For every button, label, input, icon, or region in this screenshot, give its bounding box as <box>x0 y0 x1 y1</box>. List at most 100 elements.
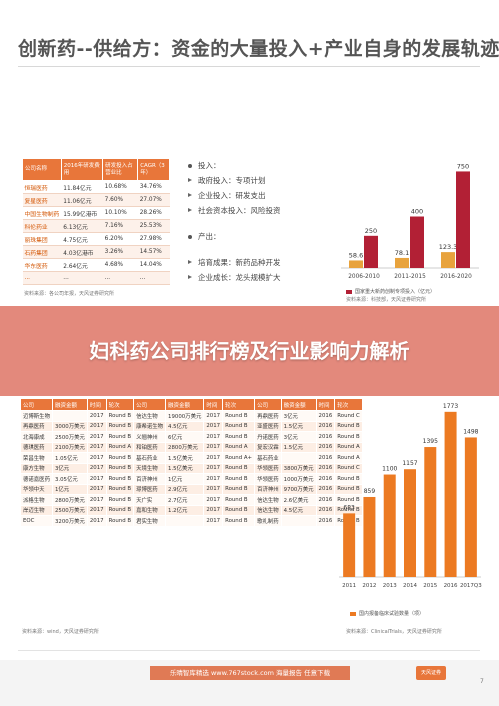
table-cell: Round B <box>105 431 135 443</box>
sub-bullet-item: 企业投入：研发支出 <box>186 188 326 203</box>
table-cell: 2017 <box>86 420 107 432</box>
table-cell: 北海康成 <box>20 431 53 443</box>
table1-source: 资料来源：各公司年报，天风证券研究所 <box>24 291 115 297</box>
table-cell: 2017 <box>203 431 224 443</box>
table-cell: 基石药业 <box>254 452 282 464</box>
table-header-cell: 时间 <box>315 398 336 411</box>
table-cell: 2.6亿美元 <box>280 494 317 506</box>
table-cell: 27.98% <box>137 232 170 246</box>
headline-banner: 妇科药公司排行榜及行业影响力解析 <box>0 306 499 396</box>
tick-label: 2011-2015 <box>394 274 426 280</box>
table-cell: 2017 <box>86 431 107 443</box>
bar <box>404 469 416 577</box>
table-cell: Round B <box>222 462 256 474</box>
table-cell: 3亿元 <box>51 462 88 474</box>
bar <box>456 171 470 268</box>
chart2-legend: 国内报备临床试验数量（项） <box>350 610 424 617</box>
table-cell: ... <box>22 271 62 285</box>
table-cell: Round B <box>105 462 135 474</box>
table-cell: Round B <box>105 515 135 527</box>
table-cell: 华领医药 <box>254 462 282 474</box>
table-cell: 2016 <box>315 452 336 464</box>
table-cell: Round B <box>105 504 135 516</box>
data-label: 1395 <box>423 438 438 445</box>
table-cell: 2017 <box>86 462 107 474</box>
table-cell: 科伦药业 <box>22 219 62 233</box>
data-label: 1157 <box>402 460 417 467</box>
sub-bullet-item: 企业成长：龙头规模扩大 <box>186 270 326 285</box>
table-header-cell: 研发投入占营业比 <box>102 158 139 181</box>
table-cell: Round B <box>105 473 135 485</box>
chart2-legend-label: 国内报备临床试验数量（项） <box>359 611 425 617</box>
table-cell: 2500万美元 <box>51 504 88 516</box>
table-cell: 4.5亿元 <box>165 420 205 432</box>
tick-label: 2015 <box>423 583 437 589</box>
table-cell: 2800万美元 <box>165 441 205 453</box>
table-cell: 百济神州 <box>133 473 167 485</box>
table-cell: 信达生物 <box>254 504 282 516</box>
table-cell: 7.16% <box>102 219 138 233</box>
bar <box>464 437 477 577</box>
table-cell: 3.05亿元 <box>51 473 88 485</box>
table-header-cell: 轮次 <box>105 398 135 411</box>
data-label: 78.1 <box>395 249 409 257</box>
bar <box>424 447 437 577</box>
bar <box>410 216 424 268</box>
table-cell: Round B <box>222 504 256 516</box>
table-cell: 1.5亿美元 <box>165 462 205 474</box>
table-cell: 2016 <box>315 462 336 474</box>
tick-label: 2016 <box>444 583 458 589</box>
table-header-cell: 融资金额 <box>165 398 205 411</box>
bullet-spacer <box>186 244 326 255</box>
bar <box>363 496 376 577</box>
table-cell: 康希诺生物 <box>133 420 167 432</box>
table-cell: 11.06亿元 <box>61 193 103 207</box>
table-cell: 7.60% <box>102 193 138 207</box>
bar <box>343 513 356 577</box>
data-label: 250 <box>365 227 377 235</box>
table-cell: Round B <box>105 483 135 495</box>
bullet-item: 产出： <box>186 229 326 244</box>
table-row: 派格生物 2800万美元 2017 Round B 天广实 2.7亿元 2017 Round … <box>20 494 363 506</box>
table-header-cell: 融资金额 <box>280 398 317 411</box>
financing-table: 公司 融资金额 时间 轮次 公司 融资金额 时间 轮次 公司 融资金额 时间 轮次 迈博斯生物 2017… <box>20 398 363 527</box>
table-cell: 10.68% <box>102 180 138 194</box>
table-cell: 2017 <box>86 410 107 422</box>
chart1-legend: 国家重大新药创制专项投入（亿元） <box>346 288 435 295</box>
data-label: 1498 <box>463 428 478 435</box>
table-header-cell: 融资金额 <box>51 398 88 411</box>
table-cell: 25.53% <box>137 219 170 233</box>
data-label: 1100 <box>382 466 397 473</box>
legend-swatch <box>346 289 352 294</box>
table-cell: 2017 <box>86 494 107 506</box>
table-row: 岸迈生物 2500万美元 2017 Round B 嘉和生物 1.2亿元 2017 Round… <box>20 504 363 516</box>
table-cell: 2016 <box>315 504 336 516</box>
table-cell: 3亿元 <box>280 410 317 422</box>
page-number: 7 <box>480 678 484 685</box>
table-cell: 2100万美元 <box>51 441 88 453</box>
table-header-cell: CAGR（3年） <box>137 158 170 181</box>
table-cell: 3亿元 <box>280 431 317 443</box>
table-row: 再鼎医药 3000万美元 2017 Round B 康希诺生物 4.5亿元 2017 Roun… <box>20 420 363 432</box>
table-cell: 丽珠集团 <box>22 232 62 246</box>
table-cell: 3.26% <box>102 245 138 259</box>
table-header-cell: 公司名称 <box>22 158 62 181</box>
table-cell: 2016 <box>315 473 336 485</box>
table-row: 华东医药 2.64亿元 4.68% 14.04% <box>22 258 170 272</box>
table-cell: Round B <box>222 410 256 422</box>
table-cell: 6.20% <box>102 232 138 246</box>
table-cell: Round A <box>105 441 135 453</box>
special-project-chart: 58.6 250 2006-2010 78.1 400 2011-2015 123.3 750… <box>341 162 479 280</box>
data-label: 58.6 <box>349 251 363 259</box>
table-cell: 2016 <box>315 410 336 422</box>
table-cell: 2017 <box>203 452 224 464</box>
table-cell: 1.5亿美元 <box>165 452 205 464</box>
table-cell: 3200万美元 <box>51 515 88 527</box>
bar <box>444 411 457 577</box>
table-cell: EOC <box>20 515 53 527</box>
table-cell: ... <box>137 271 170 285</box>
table-row: 丽珠集团 4.75亿元 6.20% 27.98% <box>22 232 170 246</box>
table-cell: 嘉和生物 <box>133 504 167 516</box>
